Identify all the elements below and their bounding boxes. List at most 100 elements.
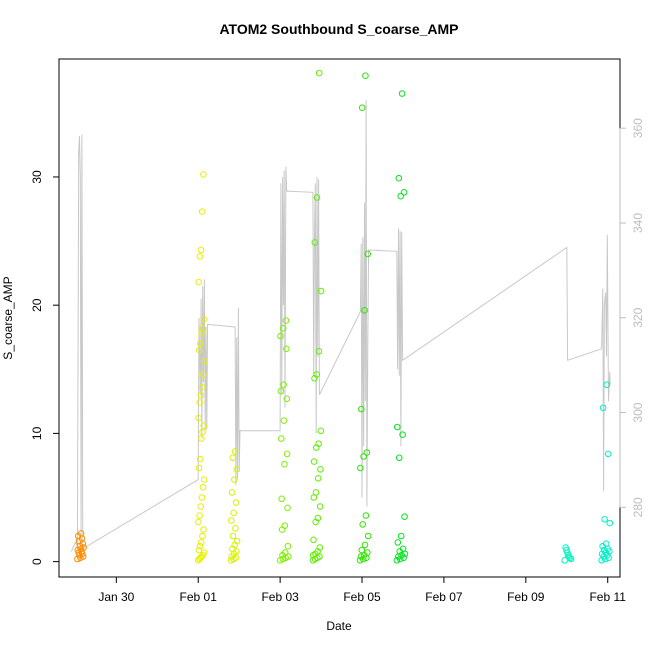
data-point: [232, 499, 240, 506]
data-point: [360, 453, 367, 460]
data-point: [199, 371, 207, 378]
data-point: [280, 381, 287, 389]
data-point: [316, 544, 324, 551]
data-point: [200, 549, 208, 556]
y2-tick-label: 320: [631, 307, 645, 327]
data-point: [196, 512, 203, 519]
y2-tick-label: 280: [631, 497, 645, 517]
data-point: [358, 546, 366, 554]
data-point: [198, 383, 206, 391]
x-axis: Jan 30 Feb 01 Feb 03 Feb 05 Feb 07 Feb 09 Feb …: [98, 576, 626, 604]
y-tick-label: 20: [30, 298, 44, 312]
data-point: [229, 532, 237, 540]
data-point: [283, 395, 291, 403]
data-point: [395, 454, 403, 462]
data-point: [562, 544, 569, 551]
data-point: [315, 440, 322, 448]
line-series-layer: [70, 99, 611, 552]
plot-box: [58, 58, 621, 578]
data-point: [364, 532, 372, 540]
data-point: [231, 476, 238, 483]
data-point: [281, 522, 289, 530]
x-tick-label: Feb 01: [180, 590, 218, 604]
data-point: [197, 539, 205, 546]
data-point: [310, 536, 317, 544]
y-axis-label: S_coarse_AMP: [1, 276, 15, 359]
data-point: [196, 253, 204, 260]
data-point: [280, 417, 288, 424]
data-point: [196, 455, 204, 463]
data-point: [232, 554, 240, 562]
data-point: [398, 551, 405, 559]
data-point: [74, 555, 81, 563]
x-axis-label: Date: [326, 619, 352, 633]
data-point: [357, 553, 365, 560]
data-point: [312, 489, 320, 496]
data-point: [604, 450, 612, 458]
data-point: [357, 464, 364, 472]
data-point: [281, 460, 288, 468]
data-point: [314, 514, 322, 522]
x-tick-label: Feb 05: [343, 590, 381, 604]
data-point: [200, 422, 207, 430]
data-point: [356, 557, 364, 564]
x-tick-label: Jan 30: [98, 590, 134, 604]
data-point: [278, 495, 286, 503]
data-point: [283, 345, 290, 353]
y-tick-label: 30: [30, 170, 44, 184]
data-point: [229, 454, 236, 462]
data-point: [195, 518, 202, 526]
data-point: [311, 239, 319, 246]
data-point: [197, 246, 205, 254]
data-point: [561, 557, 569, 564]
data-point: [284, 542, 292, 550]
data-point: [314, 475, 322, 482]
data-point: [197, 391, 205, 399]
data-point: [228, 489, 236, 496]
data-point: [394, 423, 401, 431]
data-point: [279, 325, 287, 332]
data-point: [198, 208, 206, 215]
y2-tick-label: 360: [631, 118, 645, 138]
data-point: [599, 404, 607, 412]
data-point: [278, 435, 285, 442]
x-tick-label: Feb 09: [507, 590, 545, 604]
data-point: [200, 476, 208, 483]
data-point: [200, 171, 207, 178]
y2-tick-label: 300: [631, 402, 645, 422]
data-point: [600, 546, 608, 554]
data-point: [310, 458, 318, 465]
data-point: [228, 517, 235, 524]
data-point: [359, 521, 367, 528]
data-point: [393, 557, 401, 564]
data-point: [316, 503, 324, 510]
scatter-points-layer: [74, 69, 614, 564]
data-point: [199, 428, 206, 436]
data-point: [195, 546, 203, 554]
data-point: [315, 348, 323, 355]
data-point: [196, 399, 203, 406]
data-point: [200, 316, 208, 323]
data-point: [363, 449, 371, 456]
y-tick-label: 10: [30, 426, 44, 440]
data-point: [198, 494, 206, 501]
data-point: [197, 503, 204, 510]
data-point: [317, 427, 325, 435]
data-point: [598, 550, 606, 558]
data-point: [361, 307, 368, 314]
y-axis-left: 0 10 20 30: [30, 170, 60, 565]
data-point: [195, 278, 202, 286]
data-point: [281, 549, 289, 556]
data-point: [317, 466, 324, 473]
data-point: [232, 525, 239, 532]
data-point: [358, 405, 365, 413]
data-point: [313, 371, 321, 378]
data-point: [231, 448, 239, 455]
data-point: [399, 431, 406, 439]
data-point: [603, 381, 611, 389]
chart-title: ATOM2 Southbound S_coarse_AMP: [219, 21, 458, 37]
data-point: [565, 553, 573, 560]
data-point: [199, 532, 206, 540]
data-point: [199, 483, 207, 491]
